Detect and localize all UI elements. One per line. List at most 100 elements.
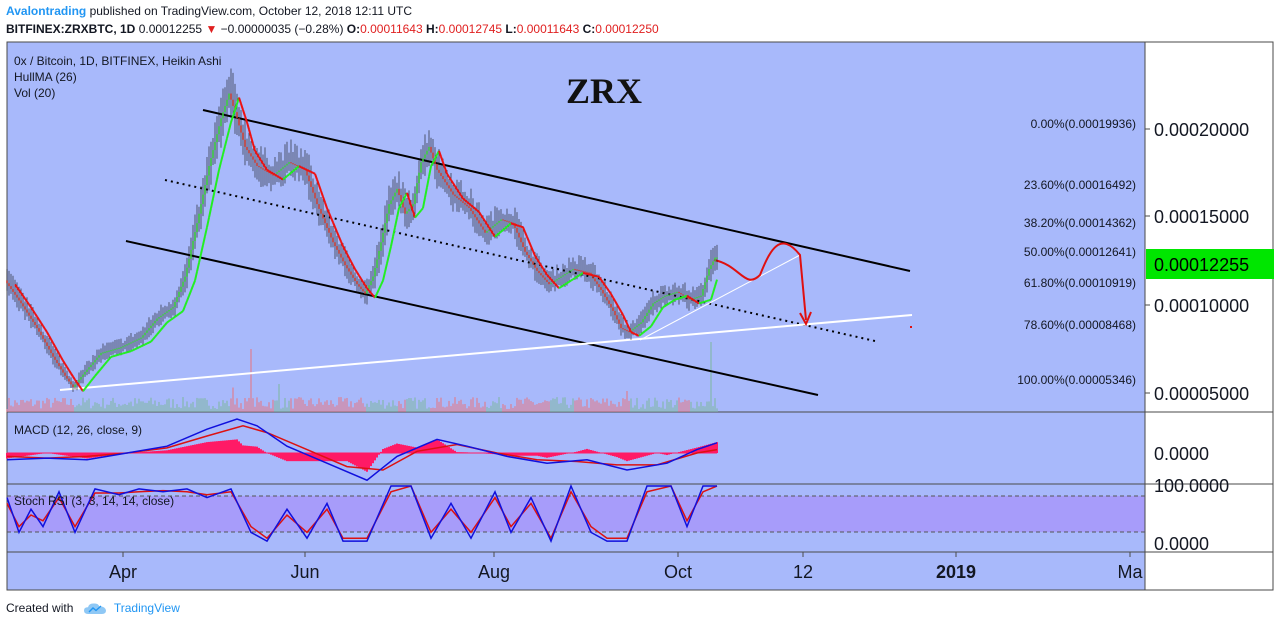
volume-bar (596, 400, 598, 412)
volume-bar (648, 398, 650, 412)
candle-body (424, 154, 426, 159)
candle-body (96, 357, 98, 361)
hullma-segment (106, 358, 110, 363)
candle-body (124, 345, 126, 347)
hullma-segment (500, 229, 504, 233)
hullma-segment (334, 226, 338, 233)
support-trendline (59, 314, 913, 391)
volume-bar (558, 403, 560, 412)
price-axis-label: 0.00015000 (1154, 207, 1249, 227)
channel-midline (164, 179, 876, 342)
candle-body (506, 220, 508, 222)
hullma-segment (440, 156, 444, 163)
hullma-segment (28, 303, 32, 308)
candle-body (254, 159, 256, 163)
hullma-segment (352, 264, 356, 270)
candle-body (486, 231, 488, 233)
volume-bar (360, 397, 362, 412)
volume-bar (320, 402, 322, 412)
hullma-segment (64, 363, 68, 368)
volume-bar (700, 402, 702, 412)
volume-bar (382, 399, 384, 412)
hullma-segment (248, 129, 252, 137)
volume-bar (364, 406, 366, 412)
volume-bar (348, 406, 350, 412)
volume-bar (618, 401, 620, 412)
hullma-segment (516, 224, 520, 227)
candle-body (470, 207, 472, 212)
candle-body (584, 271, 586, 273)
candle-body (442, 175, 444, 180)
candle-body (566, 272, 568, 275)
hullma-segment (160, 326, 164, 331)
volume-bar (686, 400, 688, 412)
stoch-axis-label-high: 100.0000 (1154, 476, 1229, 496)
candle-body (464, 202, 466, 205)
hullma-segment (92, 375, 96, 380)
hullma-segment (612, 296, 616, 302)
candle-body (256, 162, 258, 166)
candle-body (642, 319, 644, 323)
tradingview-link[interactable]: TradingView (113, 601, 180, 615)
candle-body (288, 162, 290, 164)
candle-body (468, 206, 470, 208)
hullma-segment (196, 262, 200, 272)
candle-body (622, 328, 624, 330)
candle-body (168, 309, 170, 312)
volume-bar (594, 401, 596, 412)
hullma-segment (648, 325, 652, 329)
volume-bar (500, 408, 502, 412)
volume-bar (30, 399, 32, 412)
hullma-segment (190, 285, 194, 292)
hullma-segment (604, 284, 608, 289)
candle-body (384, 223, 386, 233)
author-link[interactable]: Avalontrading (6, 4, 87, 18)
volume-bar (592, 399, 594, 412)
marker-dot (910, 326, 912, 328)
hullma-segment (678, 296, 682, 300)
volume-bar (238, 407, 240, 412)
volume-bar (548, 401, 550, 412)
volume-bar (672, 407, 674, 412)
hullma-segment (488, 226, 492, 232)
candle-body (456, 196, 458, 198)
volume-bar (674, 405, 676, 412)
volume-bar (478, 402, 480, 412)
hullma-segment (610, 293, 614, 298)
candle-body (498, 221, 500, 223)
volume-bar (636, 397, 638, 412)
candle-body (686, 296, 688, 299)
volume-bar (114, 402, 116, 412)
volume-bar (108, 404, 110, 412)
volume-bar (268, 402, 270, 412)
volume-bar (190, 403, 192, 412)
candle-body (454, 194, 456, 197)
candle-body (306, 169, 308, 176)
hullma-segment (312, 171, 316, 175)
candle-body (368, 285, 370, 290)
candle-body (562, 275, 564, 277)
candle-body (376, 259, 378, 269)
hullma-segment (568, 279, 572, 283)
hullma-segment (72, 376, 76, 381)
hullma-segment (314, 173, 318, 180)
volume-bar (98, 403, 100, 412)
candle-body (178, 291, 180, 297)
hullma-segment (134, 347, 138, 351)
candle-body (186, 267, 188, 277)
hullma-segment (284, 175, 288, 179)
macd-line (6, 418, 718, 482)
hullma-segment (98, 368, 102, 372)
candle-body (568, 271, 570, 273)
hullma-segment (446, 173, 450, 178)
hullma-segment (346, 253, 350, 259)
hullma-segment (304, 168, 308, 171)
hullma-segment (298, 165, 302, 169)
candle-body (204, 185, 206, 195)
volume-bar (440, 397, 442, 412)
volume-bar (230, 398, 232, 412)
volume-bar (214, 408, 216, 412)
volume-bar (200, 398, 202, 412)
volume-bar (392, 400, 394, 412)
